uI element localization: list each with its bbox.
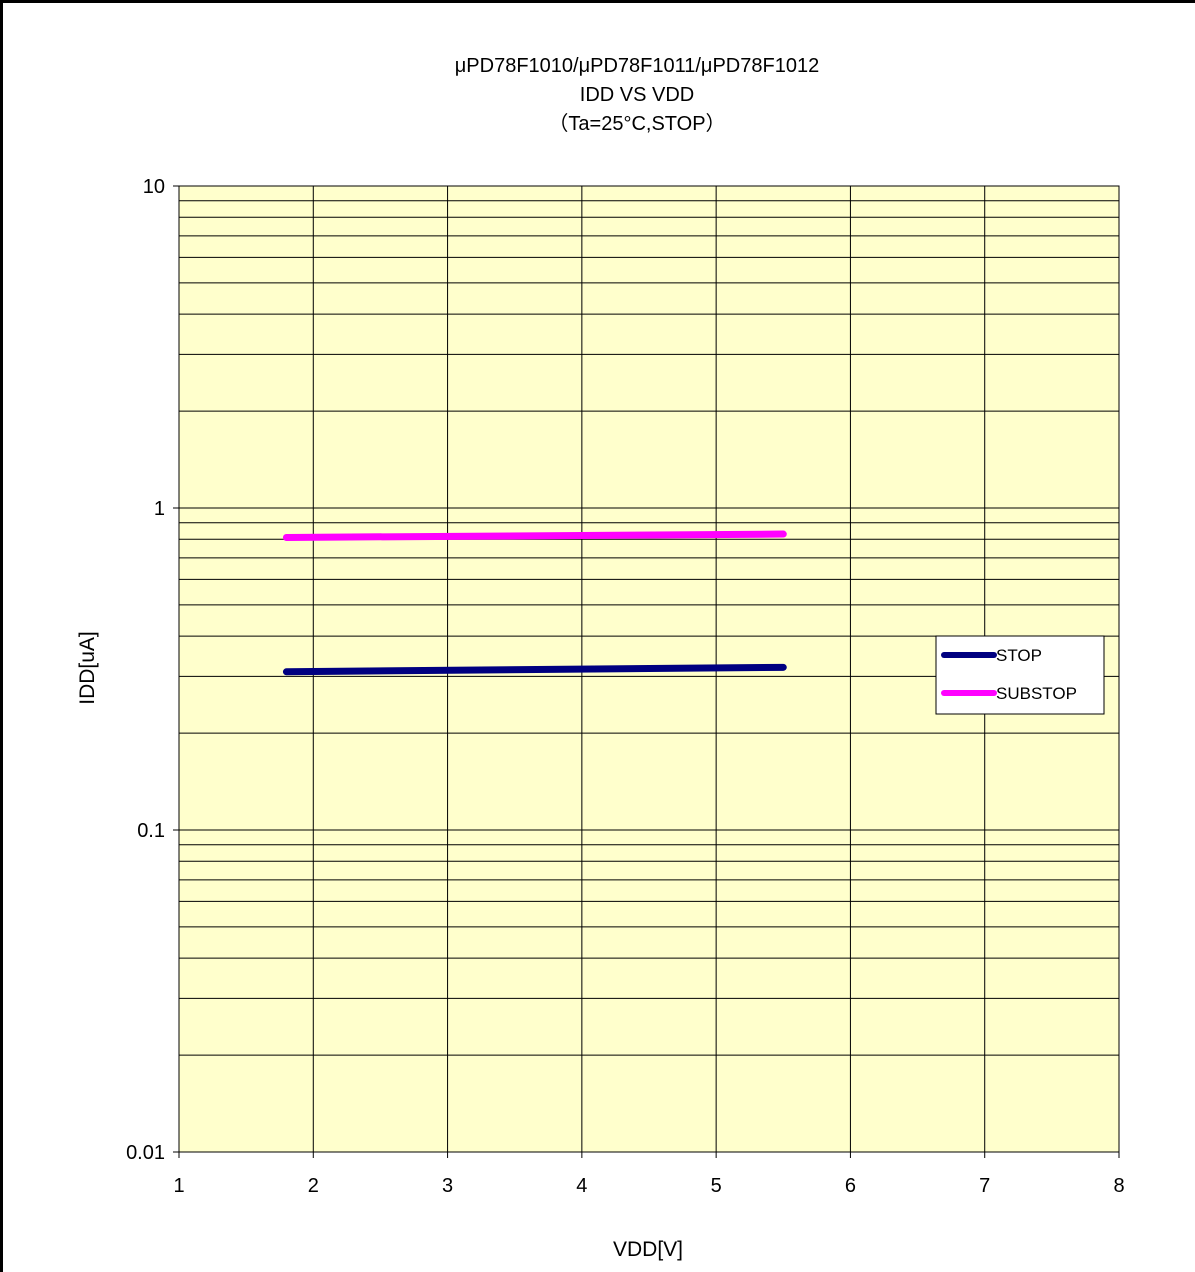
x-axis-ticks: 1 2 3 4 5 6 7 8 (173, 1152, 1125, 1197)
y-tick-label: 0.01 (126, 1142, 165, 1164)
y-tick-label: 0.1 (137, 820, 165, 842)
y-tick-label: 1 (154, 498, 165, 520)
x-tick-label: 7 (979, 1175, 990, 1197)
chart-title-line-3: （Ta=25°C,STOP） (548, 112, 725, 135)
legend-label: STOP (996, 646, 1042, 665)
legend-box (935, 635, 1105, 715)
series-lines (282, 530, 787, 676)
chart-title-line-2: IDD VS VDD (580, 84, 694, 106)
series-line-substop (282, 530, 787, 541)
y-tick-label: 10 (143, 176, 165, 198)
x-tick-label: 8 (1113, 1175, 1124, 1197)
chart-title: μPD78F1010/μPD78F1011/μPD78F1012 IDD VS … (455, 55, 819, 135)
x-tick-label: 6 (845, 1175, 856, 1197)
y-axis-ticks: 10 1 0.1 0.01 (126, 176, 179, 1164)
y-axis-label: IDD[uA] (76, 631, 99, 705)
plot-border (178, 185, 1120, 1153)
legend-label: SUBSTOP (996, 684, 1077, 703)
x-tick-label: 5 (711, 1175, 722, 1197)
legend: STOP SUBSTOP (935, 635, 1105, 715)
x-tick-label: 4 (576, 1175, 587, 1197)
chart-title-line-1: μPD78F1010/μPD78F1011/μPD78F1012 (455, 55, 819, 77)
x-tick-label: 3 (442, 1175, 453, 1197)
x-axis-label: VDD[V] (613, 1238, 683, 1261)
x-tick-label: 2 (308, 1175, 319, 1197)
series-line-stop (282, 663, 787, 676)
x-tick-label: 1 (173, 1175, 184, 1197)
